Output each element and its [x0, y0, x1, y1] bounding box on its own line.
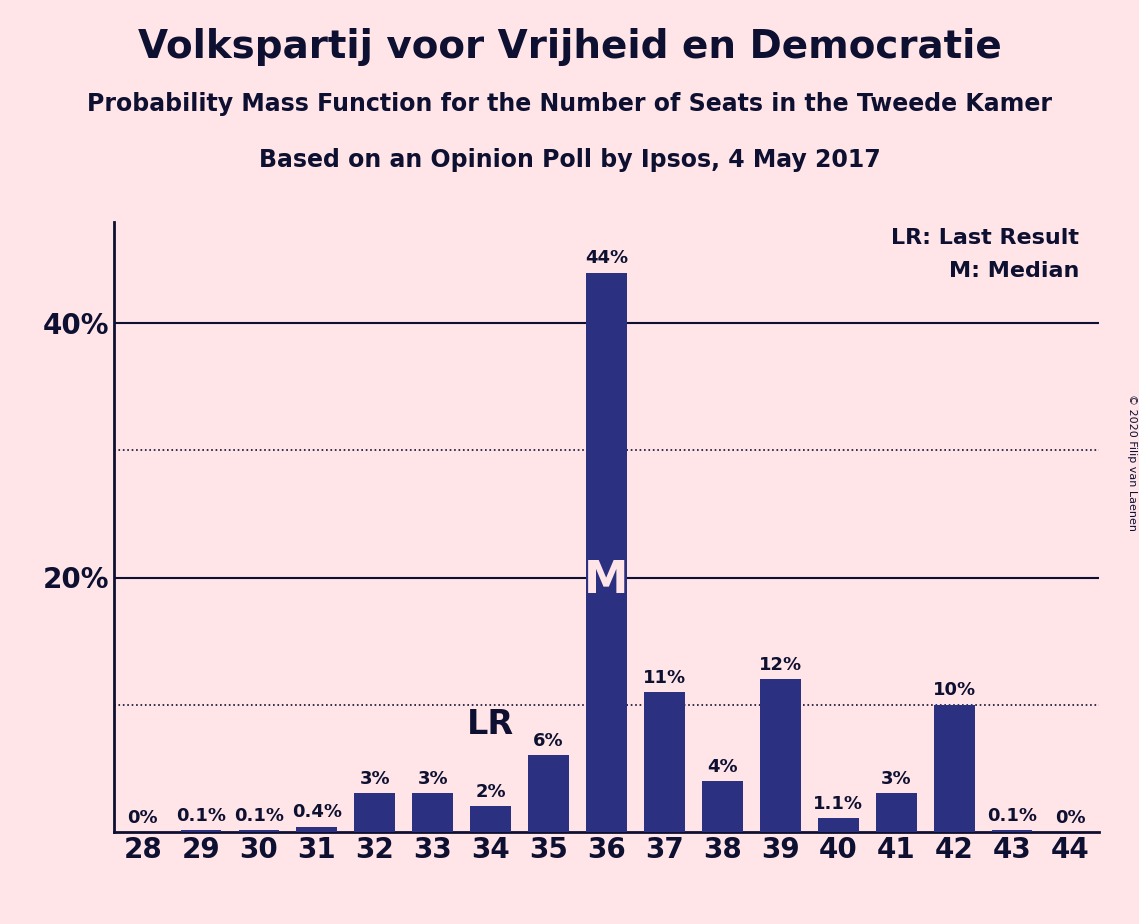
- Bar: [470, 806, 511, 832]
- Bar: [587, 273, 626, 832]
- Text: LR: LR: [467, 709, 514, 741]
- Bar: [354, 794, 395, 832]
- Text: 1.1%: 1.1%: [813, 795, 863, 812]
- Bar: [645, 692, 685, 832]
- Text: Probability Mass Function for the Number of Seats in the Tweede Kamer: Probability Mass Function for the Number…: [87, 92, 1052, 116]
- Text: 3%: 3%: [417, 771, 448, 788]
- Text: 0%: 0%: [1055, 808, 1085, 827]
- Text: 3%: 3%: [880, 771, 911, 788]
- Bar: [876, 794, 917, 832]
- Text: 10%: 10%: [933, 682, 976, 699]
- Text: Based on an Opinion Poll by Ipsos, 4 May 2017: Based on an Opinion Poll by Ipsos, 4 May…: [259, 148, 880, 172]
- Text: 0%: 0%: [128, 808, 158, 827]
- Bar: [181, 831, 221, 832]
- Bar: [702, 781, 743, 832]
- Bar: [238, 831, 279, 832]
- Bar: [296, 827, 337, 832]
- Bar: [412, 794, 453, 832]
- Text: 3%: 3%: [360, 771, 390, 788]
- Text: 0.1%: 0.1%: [233, 808, 284, 825]
- Text: LR: Last Result
M: Median: LR: Last Result M: Median: [892, 228, 1080, 281]
- Text: 4%: 4%: [707, 758, 738, 776]
- Text: M: M: [584, 558, 629, 602]
- Bar: [934, 704, 975, 832]
- Text: 11%: 11%: [642, 669, 686, 687]
- Text: 12%: 12%: [759, 656, 802, 675]
- Bar: [528, 756, 568, 832]
- Bar: [760, 679, 801, 832]
- Bar: [818, 818, 859, 832]
- Text: © 2020 Filip van Laenen: © 2020 Filip van Laenen: [1126, 394, 1137, 530]
- Text: 0.1%: 0.1%: [175, 808, 226, 825]
- Text: 44%: 44%: [585, 249, 628, 268]
- Text: 0.4%: 0.4%: [292, 804, 342, 821]
- Bar: [992, 831, 1032, 832]
- Text: 0.1%: 0.1%: [988, 808, 1038, 825]
- Text: 6%: 6%: [533, 733, 564, 750]
- Text: Volkspartij voor Vrijheid en Democratie: Volkspartij voor Vrijheid en Democratie: [138, 28, 1001, 66]
- Text: 2%: 2%: [475, 784, 506, 801]
